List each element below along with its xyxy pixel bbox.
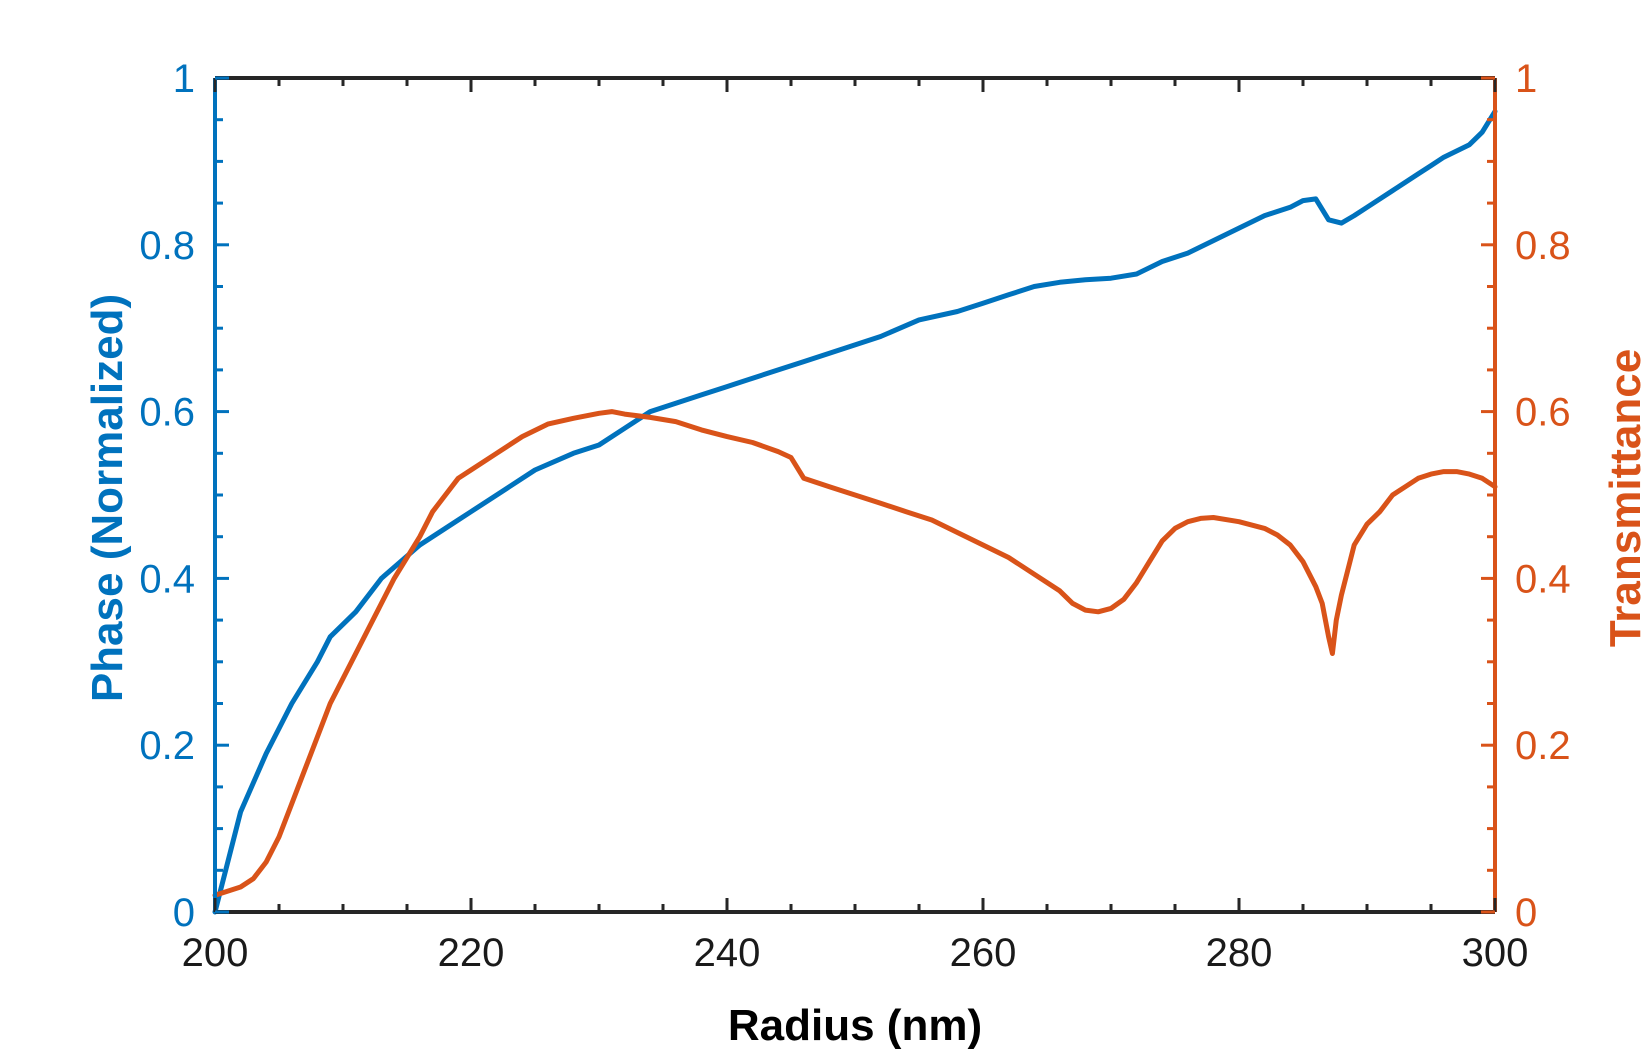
x-tick-label: 240 bbox=[694, 931, 761, 975]
left-y-tick-label: 0.4 bbox=[139, 557, 195, 601]
left-y-axis-title: Phase (Normalized) bbox=[83, 294, 132, 702]
left-y-tick-label: 0.6 bbox=[139, 391, 195, 435]
right-y-tick-label: 1 bbox=[1515, 57, 1537, 101]
axes bbox=[213, 76, 1497, 914]
series-line-right bbox=[212, 409, 1498, 898]
right-y-tick-label: 0 bbox=[1515, 891, 1537, 935]
left-y-tick-label: 0.8 bbox=[139, 224, 195, 268]
left-y-tick-label: 0 bbox=[173, 891, 195, 935]
right-y-tick-label: 0.8 bbox=[1515, 224, 1571, 268]
tick-labels: 200 220 240 260 280 30000.20.40.60.8100.20.40… bbox=[139, 57, 1570, 975]
right-y-tick-label: 0.2 bbox=[1515, 724, 1571, 768]
right-y-axis-title: Transmittance bbox=[1601, 349, 1650, 647]
right-y-tick-label: 0.6 bbox=[1515, 391, 1571, 435]
x-tick-label: 200 bbox=[182, 931, 249, 975]
x-tick-label: 300 bbox=[1462, 931, 1529, 975]
left-y-tick-label: 0.2 bbox=[139, 724, 195, 768]
x-axis-title: Radius (nm) bbox=[728, 1001, 982, 1050]
left-y-tick-label: 1 bbox=[173, 57, 195, 101]
right-y-tick-label: 0.4 bbox=[1515, 557, 1571, 601]
series-line-left bbox=[212, 108, 1498, 915]
x-tick-label: 260 bbox=[950, 931, 1017, 975]
x-tick-label: 280 bbox=[1206, 931, 1273, 975]
plot-lines bbox=[212, 108, 1498, 915]
x-tick-label: 220 bbox=[438, 931, 505, 975]
